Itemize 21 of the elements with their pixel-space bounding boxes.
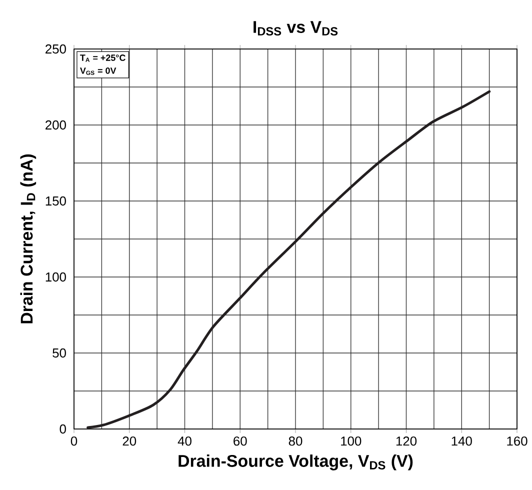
annotation: T$_{A}$ = +25°C — [80, 54, 126, 62]
x-axis-title: Drain-Source Voltage, V$_{DS}$ (V) — [178, 454, 413, 470]
x-tick-label: 160 — [507, 436, 528, 446]
x-tick-label: 80 — [288, 436, 302, 446]
annotation: V$_{GS}$ = 0V — [80, 68, 116, 75]
x-tick-label: 120 — [396, 436, 417, 446]
chart-title: I$_{DSS}$ vs V$_{DS}$ — [254, 21, 338, 36]
x-tick-label: 140 — [452, 436, 472, 446]
line-series — [86, 90, 491, 429]
y-axis-title: Drain Current, I$_{D}$ (nA) — [20, 154, 36, 324]
y-tick-label: 100 — [46, 272, 66, 282]
y-tick-label: 0 — [60, 424, 66, 434]
y-tick-label: 200 — [46, 120, 66, 130]
x-tick-label: 40 — [178, 436, 192, 446]
x-tick-label: 60 — [234, 436, 247, 446]
y-tick-label: 250 — [46, 44, 66, 54]
y-tick-label: 150 — [46, 196, 66, 206]
y-tick-label: 50 — [52, 348, 66, 358]
x-tick-label: 0 — [70, 436, 78, 446]
x-tick-label: 20 — [122, 436, 136, 446]
x-tick-label: 100 — [341, 436, 362, 446]
